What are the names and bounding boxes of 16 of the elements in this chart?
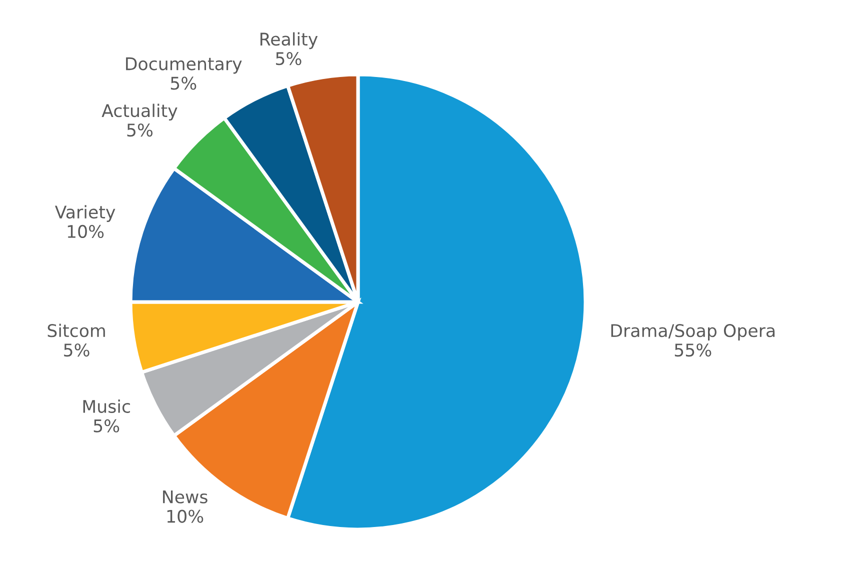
data-label: 5% bbox=[170, 76, 196, 90]
data-label: 55% bbox=[674, 343, 712, 357]
slice-label: Documentary bbox=[126, 57, 242, 74]
data-label: 10% bbox=[167, 510, 204, 523]
slice-label: Actuality bbox=[102, 104, 178, 121]
data-label: 5% bbox=[276, 52, 302, 66]
data-label: 10% bbox=[68, 224, 104, 238]
slice-label: Reality bbox=[260, 32, 318, 50]
slice-label: Drama/Soap Opera bbox=[611, 324, 775, 341]
data-label: 5% bbox=[64, 343, 90, 357]
slice-label: Music bbox=[83, 400, 130, 413]
data-label: 5% bbox=[127, 123, 153, 137]
slice-label: Sitcom bbox=[48, 324, 105, 338]
slice-label: Variety bbox=[54, 205, 116, 222]
slice-label: News bbox=[163, 490, 208, 504]
data-label: 5% bbox=[94, 419, 120, 432]
